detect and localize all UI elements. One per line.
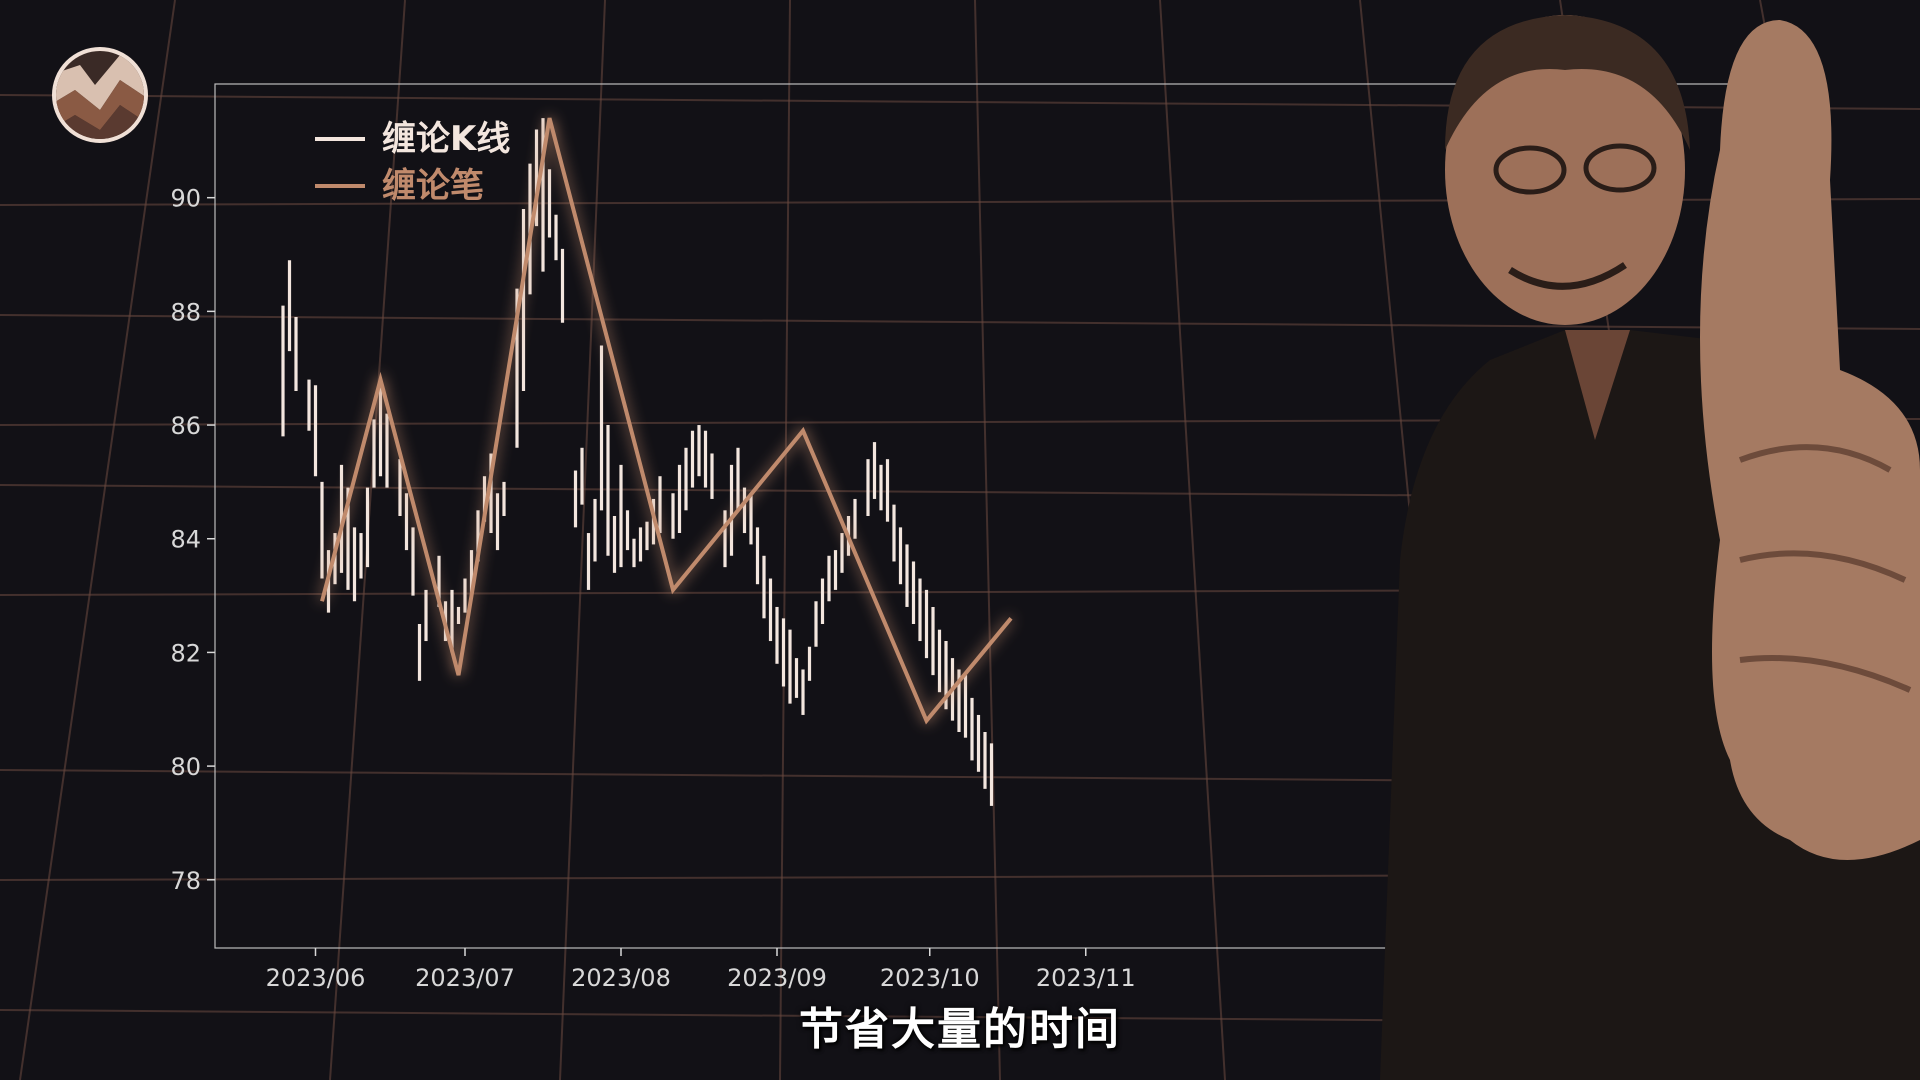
grid-line-v <box>559 0 606 1080</box>
y-tick-label: 86 <box>170 412 201 440</box>
y-tick-label: 82 <box>170 639 201 667</box>
grid-line-v <box>779 0 791 1080</box>
thumbs-up-person-image <box>1380 15 1920 1080</box>
subtitle-caption: 节省大量的时间 <box>799 1004 1121 1055</box>
y-tick-label: 78 <box>170 867 201 895</box>
bi-polyline <box>320 117 1013 725</box>
x-tick-label: 2023/08 <box>571 964 671 992</box>
legend-kline-label: 缠论K线 <box>382 119 510 159</box>
x-tick-label: 2023/10 <box>880 964 980 992</box>
grid-line-v <box>974 0 1001 1080</box>
x-tick-label: 2023/11 <box>1036 964 1136 992</box>
x-axis: 2023/06 2023/07 2023/08 2023/09 2023/10 2023/… <box>266 948 1136 992</box>
x-tick-label: 2023/09 <box>727 964 827 992</box>
zigzag-logo-icon <box>52 47 148 143</box>
kline-bars <box>281 118 994 806</box>
grid-line-v <box>19 0 176 1080</box>
bi-stroke-line <box>320 117 1013 725</box>
legend: 缠论K线 缠论笔 <box>315 119 510 206</box>
channel-logo <box>50 45 150 145</box>
legend-bi-label: 缠论笔 <box>382 166 484 206</box>
y-tick-label: 80 <box>170 753 201 781</box>
y-tick-label: 84 <box>170 526 201 554</box>
y-tick-label: 90 <box>170 185 201 213</box>
grid-line-h <box>0 314 1920 330</box>
x-tick-label: 2023/07 <box>415 964 515 992</box>
grid-line-v <box>1159 0 1226 1080</box>
y-axis: 78 80 82 84 86 88 90 <box>170 185 215 895</box>
x-tick-label: 2023/06 <box>266 964 366 992</box>
y-tick-label: 88 <box>170 298 201 326</box>
